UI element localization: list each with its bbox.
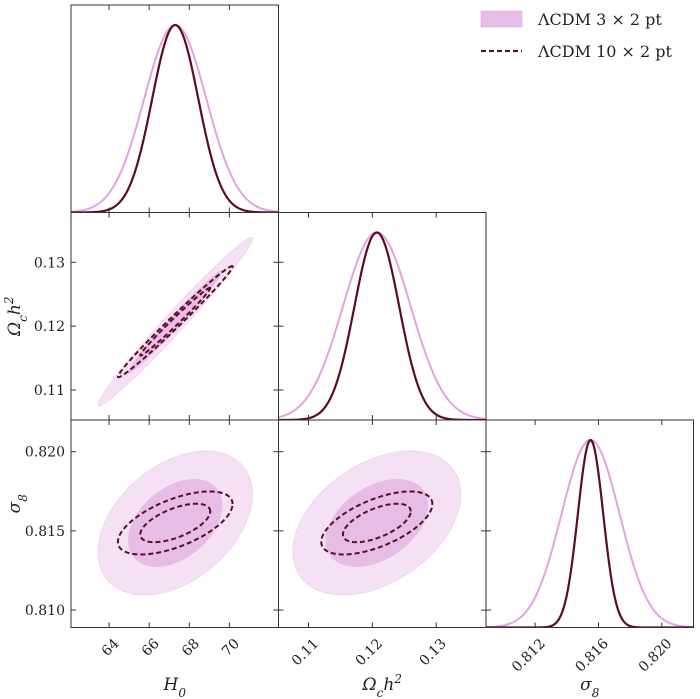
axis-label-omch2: Ωch2 — [2, 297, 30, 337]
y-tick-label: 0.11 — [34, 383, 65, 399]
legend-patch-3x2pt — [480, 10, 523, 28]
marginal-curve — [278, 231, 486, 420]
contour-68-filled — [128, 270, 223, 373]
axis-label-omch2: Ωch2 — [362, 672, 402, 699]
axis-label-main: σ — [580, 675, 592, 695]
contour-95-dashed — [116, 490, 234, 556]
axis-label-main: Ω — [362, 675, 377, 695]
y-tick-label: 0.815 — [25, 524, 65, 540]
legend-label-10x2pt: ΛCDM 10 × 2 pt — [537, 42, 673, 61]
axis-label-main: Ω — [5, 322, 25, 337]
x-tick-label: 0.13 — [416, 636, 449, 669]
marginal-curve — [71, 23, 279, 213]
x-tick-label: 0.816 — [572, 636, 612, 676]
axis-label-sub: 0 — [178, 686, 186, 699]
x-tick-label: 70 — [219, 636, 243, 660]
y-tick-label: 0.820 — [25, 445, 65, 461]
panel-1d-omch2 — [278, 231, 486, 420]
x-tick-label: 0.820 — [636, 636, 676, 676]
axis-label-sigma8: σ8 — [580, 675, 600, 699]
axis-label-sub: c — [377, 686, 384, 699]
contour-68-filled — [128, 479, 223, 567]
marginal-curve — [486, 438, 694, 628]
panel-1d-sigma8 — [486, 438, 694, 628]
axis-label-tail: h — [383, 675, 394, 695]
axis-label-sigma8: σ8 — [5, 494, 30, 514]
axis-label-H0: H0 — [163, 675, 187, 699]
panel-frame — [485, 419, 694, 628]
axis-label-sup: 2 — [2, 297, 16, 306]
panel-2d-H0-sigma8 — [97, 450, 253, 596]
contour-68-dashed — [139, 286, 212, 357]
axis-label-main: H — [163, 675, 180, 695]
panel-frame — [70, 4, 279, 213]
panel-2d-H0-omch2 — [97, 237, 253, 407]
marginal-curve — [71, 24, 279, 213]
x-tick-label: 64 — [99, 636, 123, 660]
y-tick-label: 0.12 — [34, 319, 65, 335]
x-tick-label: 68 — [179, 636, 203, 660]
legend: ΛCDM 3 × 2 pt ΛCDM 10 × 2 pt — [480, 10, 673, 61]
axis-label-sub: 8 — [592, 686, 600, 699]
marginal-curve — [486, 439, 694, 628]
axis-label-tail: h — [5, 304, 25, 315]
axis-label-sub: 8 — [16, 494, 30, 502]
y-tick-label: 0.810 — [25, 603, 65, 619]
axis-label-main: σ — [5, 501, 25, 513]
x-tick-label: 0.11 — [289, 636, 322, 669]
contour-68-dashed — [341, 502, 412, 544]
contour-68-filled — [325, 479, 429, 567]
axis-label-sub: c — [16, 315, 30, 322]
marginal-curve — [278, 231, 486, 420]
x-tick-label: 0.812 — [509, 636, 549, 676]
x-tick-label: 66 — [139, 636, 163, 660]
x-tick-label: 0.12 — [353, 636, 386, 669]
y-tick-label: 0.13 — [34, 255, 65, 271]
axis-label-sup: 2 — [393, 672, 402, 686]
contour-95-dashed — [320, 490, 434, 556]
contour-95-dashed — [116, 265, 234, 379]
panel-1d-H0 — [71, 23, 279, 213]
legend-label-3x2pt: ΛCDM 3 × 2 pt — [537, 10, 662, 29]
panel-2d-omch2-sigma8 — [292, 450, 462, 596]
panel-frame — [278, 212, 487, 421]
